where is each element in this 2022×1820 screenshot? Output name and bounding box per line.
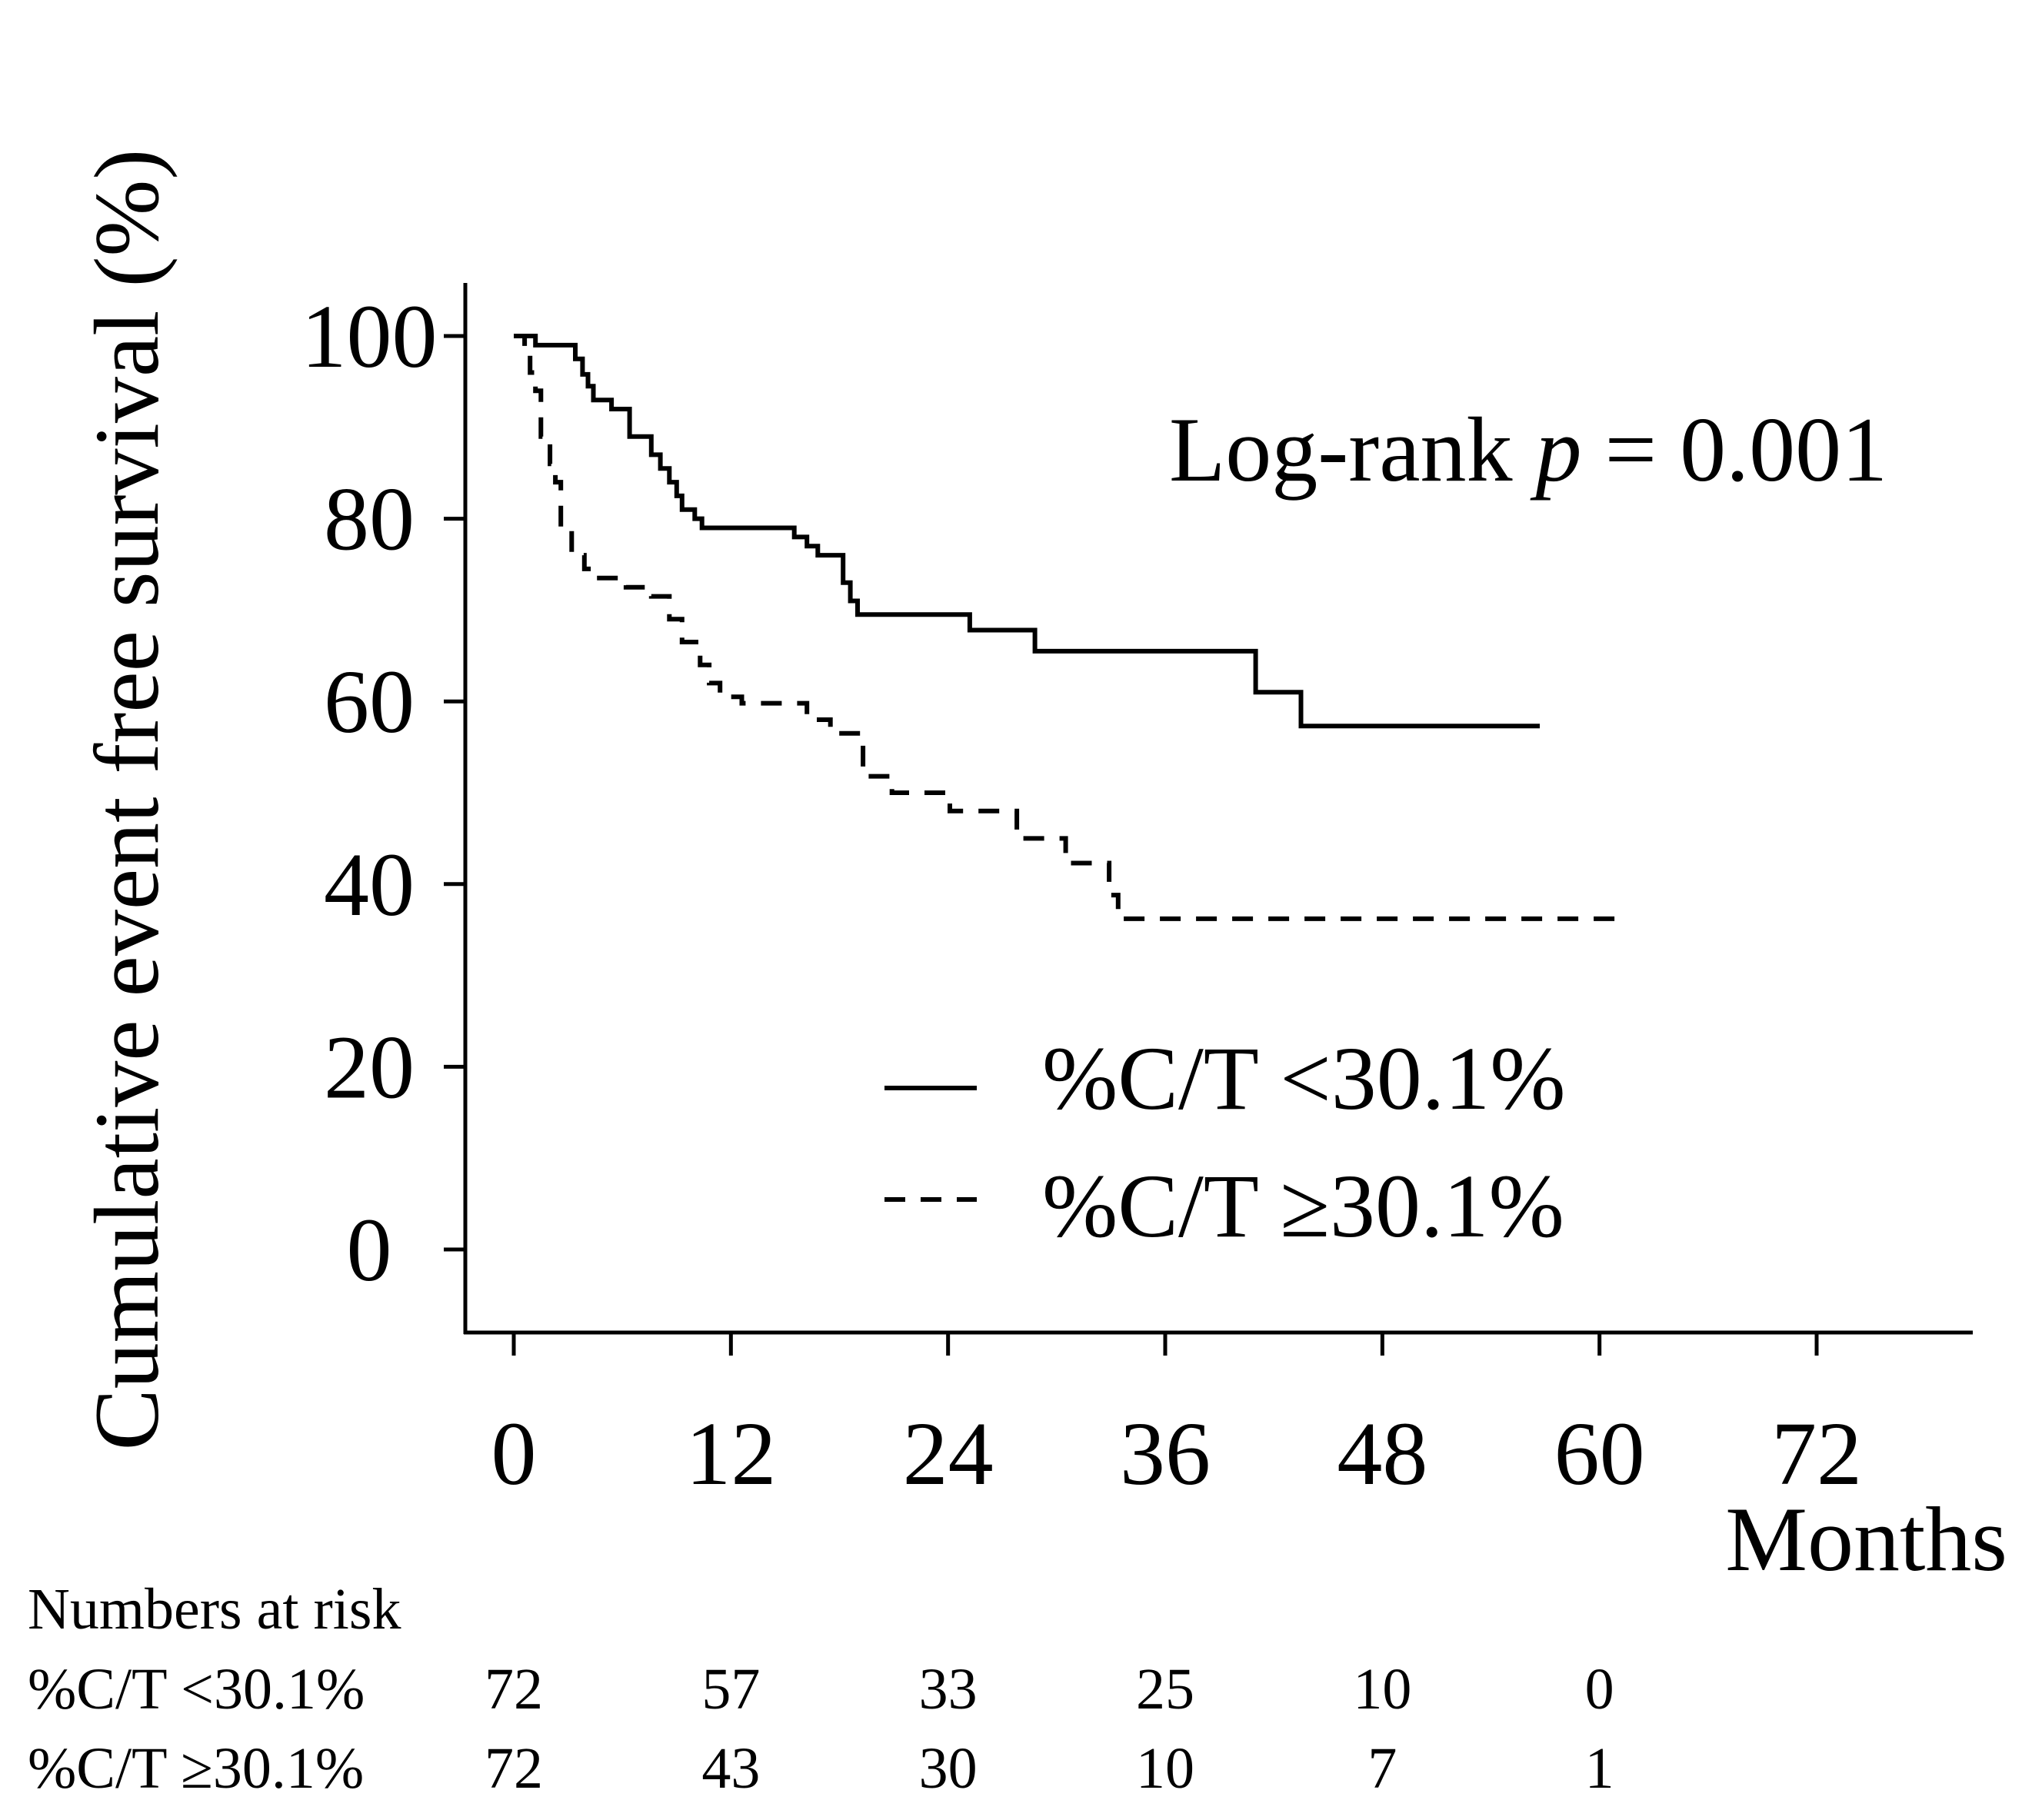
risk-value-row1-month-12: 43 xyxy=(701,1736,760,1801)
risk-value-row1-month-36: 10 xyxy=(1136,1736,1194,1801)
risk-row-label-ct-at-or-above-30: %C/T ≥30.1% xyxy=(28,1736,364,1801)
x-tick-label-12: 12 xyxy=(685,1403,776,1504)
y-axis-label: Cumulative event free survival (%) xyxy=(75,149,178,1451)
x-tick-label-0: 0 xyxy=(491,1403,537,1504)
y-tick-label-40: 40 xyxy=(324,834,415,935)
log-rank-annotation: Log-rank p = 0.001 xyxy=(1169,398,1887,501)
y-tick-label-0: 0 xyxy=(347,1199,392,1300)
risk-table-values: 72 57 33 25 10 0 72 43 30 10 7 1 xyxy=(485,1657,1614,1801)
risk-value-row0-month-0: 72 xyxy=(485,1657,543,1722)
y-tick-label-20: 20 xyxy=(324,1016,415,1117)
y-axis-ticks: 0 20 40 60 80 100 xyxy=(301,286,465,1300)
risk-table-header: Numbers at risk xyxy=(28,1577,401,1642)
risk-value-row1-month-48: 7 xyxy=(1367,1736,1397,1801)
x-tick-label-24: 24 xyxy=(903,1403,994,1504)
survival-curve-ct-below-30 xyxy=(514,334,1540,729)
risk-value-row1-month-24: 30 xyxy=(919,1736,978,1801)
legend: %C/T <30.1% %C/T ≥30.1% xyxy=(884,1028,1566,1256)
x-tick-label-36: 36 xyxy=(1120,1403,1211,1504)
y-tick-label-100: 100 xyxy=(301,286,438,387)
risk-value-row0-month-24: 33 xyxy=(919,1657,978,1722)
risk-value-row0-month-12: 57 xyxy=(701,1657,760,1722)
x-tick-label-48: 48 xyxy=(1337,1403,1427,1504)
y-tick-label-60: 60 xyxy=(324,651,415,752)
x-tick-label-72: 72 xyxy=(1771,1403,1862,1504)
legend-label-ct-at-or-above-30: %C/T ≥30.1% xyxy=(1042,1156,1564,1256)
risk-table: Numbers at risk %C/T <30.1% %C/T ≥30.1% … xyxy=(28,1577,1614,1801)
survival-curve-ct-at-or-above-30 xyxy=(514,334,1618,921)
risk-value-row0-month-36: 25 xyxy=(1136,1657,1194,1722)
x-axis-ticks: 0 12 24 36 48 60 72 xyxy=(491,1334,1862,1504)
legend-label-ct-below-30: %C/T <30.1% xyxy=(1042,1028,1566,1129)
risk-row-label-ct-below-30: %C/T <30.1% xyxy=(28,1657,365,1722)
risk-value-row1-month-60: 1 xyxy=(1585,1736,1614,1801)
risk-value-row1-month-0: 72 xyxy=(485,1736,543,1801)
x-tick-label-60: 60 xyxy=(1554,1403,1645,1504)
y-tick-label-80: 80 xyxy=(324,469,415,570)
x-axis-label: Months xyxy=(1725,1488,2007,1590)
risk-value-row0-month-48: 10 xyxy=(1353,1657,1411,1722)
risk-value-row0-month-60: 0 xyxy=(1585,1657,1614,1722)
